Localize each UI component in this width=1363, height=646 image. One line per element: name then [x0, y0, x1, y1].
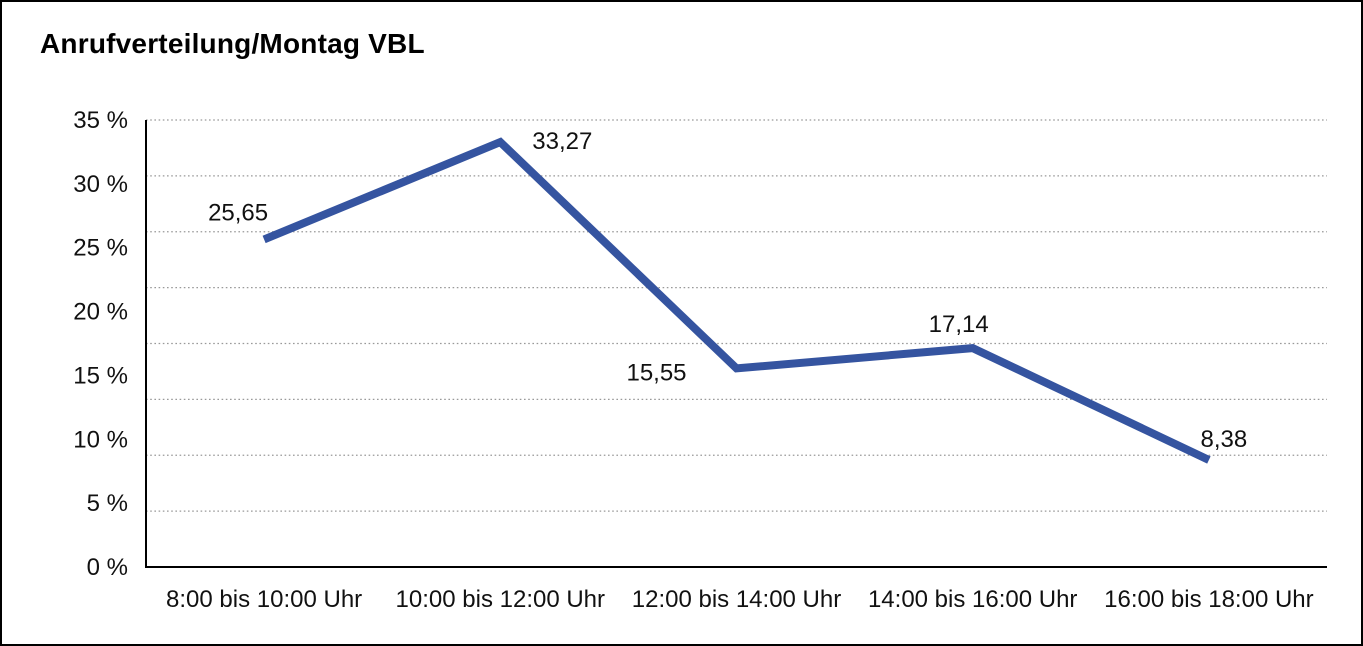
y-axis-tick-label: 20 %: [73, 299, 128, 326]
data-point-label: 17,14: [929, 311, 989, 338]
x-axis-tick-label: 14:00 bis 16:00 Uhr: [868, 586, 1077, 613]
y-axis-tick-label: 10 %: [73, 426, 128, 453]
data-line: [262, 137, 1211, 464]
data-point-label: 33,27: [532, 128, 592, 155]
y-axis-tick-label: 35 %: [73, 107, 128, 134]
data-point-label: 8,38: [1201, 426, 1248, 453]
data-point-label: 15,55: [626, 359, 686, 386]
y-axis-tick-label: 15 %: [73, 362, 128, 389]
y-axis-tick-label: 25 %: [73, 235, 128, 262]
x-axis-tick-label: 10:00 bis 12:00 Uhr: [396, 586, 605, 613]
x-axis-tick-label: 8:00 bis 10:00 Uhr: [166, 586, 362, 613]
y-axis-tick-label: 5 %: [87, 490, 128, 517]
x-axis-tick-label: 12:00 bis 14:00 Uhr: [632, 586, 841, 613]
data-point-label: 25,65: [208, 199, 268, 226]
y-axis-tick-label: 0 %: [87, 554, 128, 581]
chart-title: Anrufverteilung/Montag VBL: [40, 28, 425, 59]
y-axis-tick-label: 30 %: [73, 171, 128, 198]
x-axis-tick-label: 16:00 bis 18:00 Uhr: [1104, 586, 1313, 613]
